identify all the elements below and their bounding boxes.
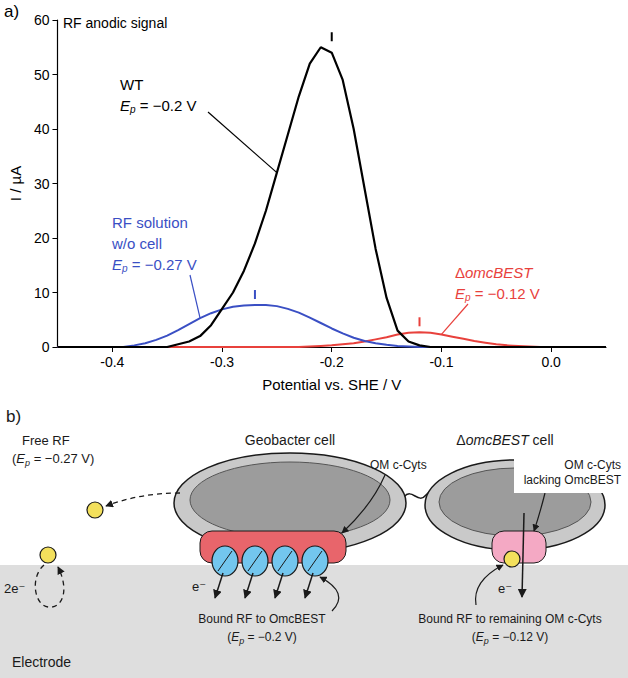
- svg-text:= −0.2 V: = −0.2 V: [136, 97, 197, 114]
- svg-text:-0.3: -0.3: [210, 354, 234, 370]
- svg-text:ΔomcBEST cell: ΔomcBEST cell: [456, 432, 553, 448]
- svg-text:e⁻: e⁻: [498, 581, 512, 596]
- html-text:Ep: Ep: [455, 284, 471, 303]
- html-text:Ep: Ep: [120, 96, 136, 115]
- svg-text:10: 10: [34, 285, 50, 301]
- svg-text:I / µA: I / µA: [7, 166, 24, 201]
- svg-text:omcBEST: omcBEST: [465, 264, 534, 281]
- svg-text:Δ: Δ: [455, 264, 465, 281]
- svg-text:a): a): [4, 2, 19, 21]
- svg-text:b): b): [6, 407, 21, 426]
- svg-text:30: 30: [34, 176, 50, 192]
- svg-text:-0.1: -0.1: [429, 354, 453, 370]
- svg-text:(Ep = −0.12 V): (Ep = −0.12 V): [472, 630, 548, 646]
- svg-text:RF solution: RF solution: [112, 214, 188, 231]
- svg-text:2e⁻: 2e⁻: [4, 581, 25, 596]
- svg-text:0.0: 0.0: [541, 354, 561, 370]
- svg-text:20: 20: [34, 230, 50, 246]
- svg-text:(Ep = −0.2 V): (Ep = −0.2 V): [227, 630, 297, 646]
- svg-text:-0.4: -0.4: [100, 354, 124, 370]
- svg-text:Free RF: Free RF: [22, 433, 70, 448]
- svg-text:Geobacter cell: Geobacter cell: [245, 432, 335, 448]
- svg-text:OM c-Cyts: OM c-Cyts: [564, 458, 621, 472]
- svg-text:50: 50: [34, 67, 50, 83]
- html-text:Ep: Ep: [112, 255, 128, 274]
- svg-text:-0.2: -0.2: [320, 354, 344, 370]
- svg-text:Potential vs. SHE / V: Potential vs. SHE / V: [262, 376, 401, 393]
- svg-text:OM c-Cyts: OM c-Cyts: [370, 458, 427, 472]
- svg-text:WT: WT: [120, 76, 143, 93]
- svg-text:lacking OmcBEST: lacking OmcBEST: [524, 473, 622, 487]
- svg-text:0: 0: [42, 339, 50, 355]
- svg-text:40: 40: [34, 121, 50, 137]
- svg-text:= −0.12 V: = −0.12 V: [471, 285, 540, 302]
- svg-text:Bound RF to remaining OM c-Cyt: Bound RF to remaining OM c-Cyts: [418, 612, 601, 626]
- svg-text:60: 60: [34, 12, 50, 28]
- svg-text:= −0.27 V: = −0.27 V: [128, 256, 197, 273]
- svg-text:w/o cell: w/o cell: [111, 235, 162, 252]
- svg-text:e⁻: e⁻: [192, 579, 206, 594]
- svg-text:Electrode: Electrode: [12, 654, 71, 670]
- svg-text:(Ep = −0.27 V): (Ep = −0.27 V): [12, 451, 94, 468]
- svg-text:RF anodic signal: RF anodic signal: [63, 15, 167, 31]
- svg-text:Bound RF to OmcBEST: Bound RF to OmcBEST: [198, 612, 326, 626]
